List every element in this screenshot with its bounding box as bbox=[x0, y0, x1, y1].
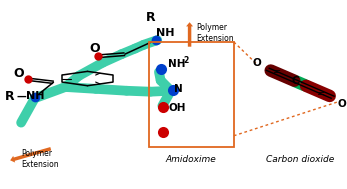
Text: C: C bbox=[291, 76, 299, 86]
Text: R: R bbox=[146, 11, 155, 24]
Text: =: = bbox=[273, 67, 281, 77]
Text: R: R bbox=[5, 90, 14, 103]
Text: Polymer
Extension: Polymer Extension bbox=[21, 149, 59, 169]
Text: NH: NH bbox=[26, 91, 45, 101]
Text: O: O bbox=[338, 99, 347, 109]
Text: Amidoxime: Amidoxime bbox=[166, 155, 217, 164]
Text: 2: 2 bbox=[184, 56, 189, 65]
Text: NH: NH bbox=[155, 28, 174, 38]
Text: N: N bbox=[174, 84, 183, 94]
Text: Polymer
Extension: Polymer Extension bbox=[196, 22, 234, 43]
Text: OH: OH bbox=[168, 103, 186, 113]
Text: —: — bbox=[16, 91, 26, 101]
Text: O: O bbox=[252, 58, 261, 68]
Text: =: = bbox=[317, 89, 325, 99]
Text: O: O bbox=[13, 67, 24, 80]
Text: Carbon dioxide: Carbon dioxide bbox=[266, 155, 334, 164]
Text: NH: NH bbox=[168, 59, 186, 69]
Bar bbox=[149, 42, 234, 147]
Text: O: O bbox=[89, 42, 100, 55]
